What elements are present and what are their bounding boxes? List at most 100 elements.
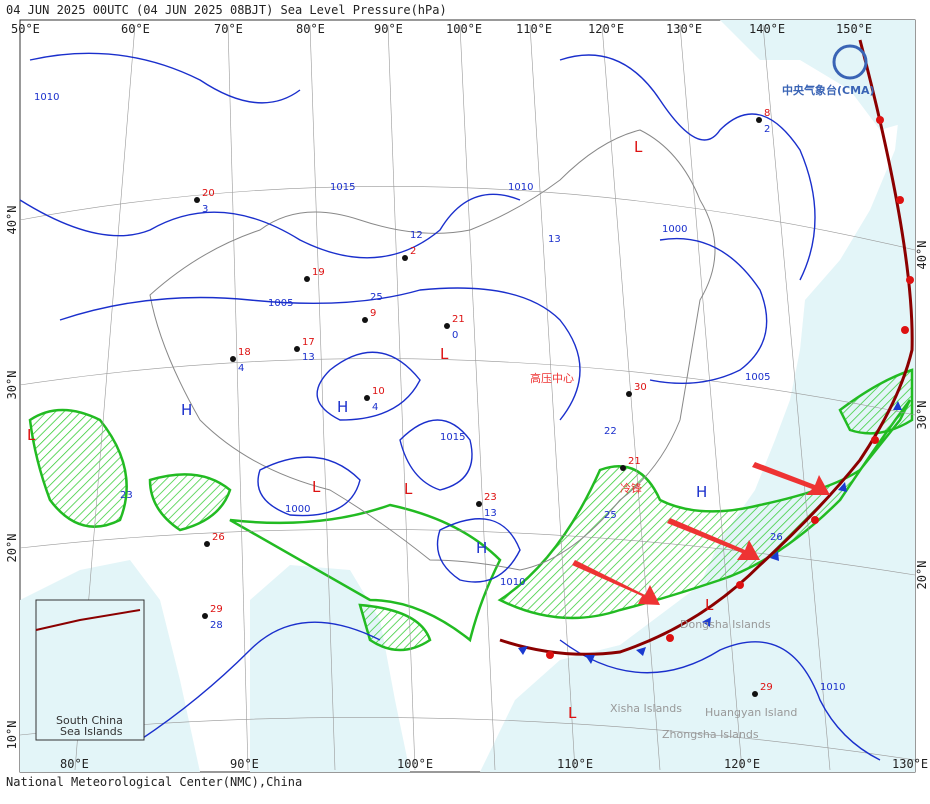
station-value: 4	[372, 402, 378, 413]
title: 04 JUN 2025 00UTC (04 JUN 2025 08BJT) Se…	[6, 3, 447, 17]
station-dot	[756, 117, 762, 123]
cold-front	[499, 39, 914, 656]
station-value: 8	[764, 108, 770, 119]
lon-label: 130°E	[666, 22, 702, 36]
station-value: 13	[302, 352, 315, 363]
isobar-label: 1000	[662, 224, 687, 235]
inset-label: Sea Islands	[60, 725, 123, 738]
high-center: H	[696, 483, 707, 501]
lat-label: 20°N	[5, 534, 19, 563]
precip-areas	[28, 368, 914, 652]
island-label: Zhongsha Islands	[662, 728, 759, 741]
logo: 中央气象台(CMA)	[782, 44, 875, 97]
station-value: 20	[202, 188, 215, 199]
station-value: 28	[210, 620, 223, 631]
station-value: 13	[548, 234, 561, 245]
station-value: 10	[372, 386, 385, 397]
lon-label: 90°E	[230, 757, 259, 771]
isobar-label: 1010	[820, 682, 845, 693]
pressure-centers: H H H H L L L L L L L	[27, 138, 714, 722]
lon-label: 150°E	[836, 22, 872, 36]
lon-label: 110°E	[557, 757, 593, 771]
lat-label: 40°N	[5, 206, 19, 235]
lon-label: 120°E	[588, 22, 624, 36]
isobar-label: 1005	[745, 372, 770, 383]
lon-label: 70°E	[214, 22, 243, 36]
station-dot	[202, 613, 208, 619]
inset: South China Sea Islands	[35, 599, 145, 741]
lat-label: 20°N	[915, 561, 929, 590]
station-dot	[444, 323, 450, 329]
lon-label: 100°E	[397, 757, 433, 771]
low-center: L	[440, 345, 449, 363]
isobar-label: 1015	[440, 432, 465, 443]
station-value: 0	[452, 330, 458, 341]
station-value: 4	[238, 363, 244, 374]
station-value: 19	[312, 267, 325, 278]
station-value: 21	[452, 314, 465, 325]
station-value: 17	[302, 337, 315, 348]
logo-mark	[832, 44, 868, 80]
low-center: L	[27, 426, 36, 444]
isobar-label: 1005	[268, 298, 293, 309]
front-symbols	[518, 116, 914, 664]
station-dot	[402, 255, 408, 261]
isobar-label: 1010	[500, 577, 525, 588]
low-center: L	[312, 478, 321, 496]
low-center: L	[404, 480, 413, 498]
isobar-label: 1000	[285, 504, 310, 515]
station-dot	[364, 395, 370, 401]
station-dot	[304, 276, 310, 282]
lon-label: 140°E	[749, 22, 785, 36]
isobar-label: 1010	[508, 182, 533, 193]
lat-label: 30°N	[915, 401, 929, 430]
high-center: H	[476, 539, 487, 557]
station-value: 29	[210, 604, 223, 615]
station-value: 23	[120, 490, 133, 501]
station-value: 29	[760, 682, 773, 693]
annotation: 冷锋	[620, 482, 642, 495]
station-dot	[204, 541, 210, 547]
lon-label: 110°E	[516, 22, 552, 36]
lon-label: 80°E	[296, 22, 325, 36]
low-center: L	[705, 596, 714, 614]
lon-label: 90°E	[374, 22, 403, 36]
high-center: H	[181, 401, 192, 419]
station-value: 25	[604, 510, 617, 521]
low-center: L	[634, 138, 643, 156]
station-value: 12	[410, 230, 423, 241]
inset-front	[35, 609, 141, 631]
lon-label: 50°E	[11, 22, 40, 36]
isobar-label: 1010	[34, 92, 59, 103]
station-dot	[230, 356, 236, 362]
stations: 2101713192591221320318410423132623292830…	[120, 108, 783, 697]
lat-label: 10°N	[5, 721, 19, 750]
arrows	[572, 462, 830, 605]
high-center: H	[337, 398, 348, 416]
station-value: 25	[370, 292, 383, 303]
station-dot	[294, 346, 300, 352]
lon-label: 60°E	[121, 22, 150, 36]
lon-label: 80°E	[60, 757, 89, 771]
inset-frame	[35, 599, 145, 741]
annotation: 高压中心	[530, 371, 574, 385]
island-label: Xisha Islands	[610, 702, 682, 715]
logo-text: 中央气象台(CMA)	[782, 83, 875, 97]
station-value: 22	[604, 426, 617, 437]
lon-label: 100°E	[446, 22, 482, 36]
station-value: 2	[764, 124, 770, 135]
station-dot	[752, 691, 758, 697]
lat-label: 40°N	[915, 241, 929, 270]
inset-label: South China	[56, 714, 123, 727]
station-value: 2	[410, 246, 416, 257]
station-value: 21	[628, 456, 641, 467]
station-value: 18	[238, 347, 251, 358]
low-center: L	[568, 704, 577, 722]
station-dot	[194, 197, 200, 203]
axis-labels: 50°E 60°E 70°E 80°E 90°E 100°E 110°E 120°E 130°E…	[5, 22, 929, 771]
station-value: 23	[484, 492, 497, 503]
borders	[149, 129, 716, 571]
footer: National Meteorological Center(NMC),Chin…	[6, 775, 302, 789]
station-dot	[626, 391, 632, 397]
